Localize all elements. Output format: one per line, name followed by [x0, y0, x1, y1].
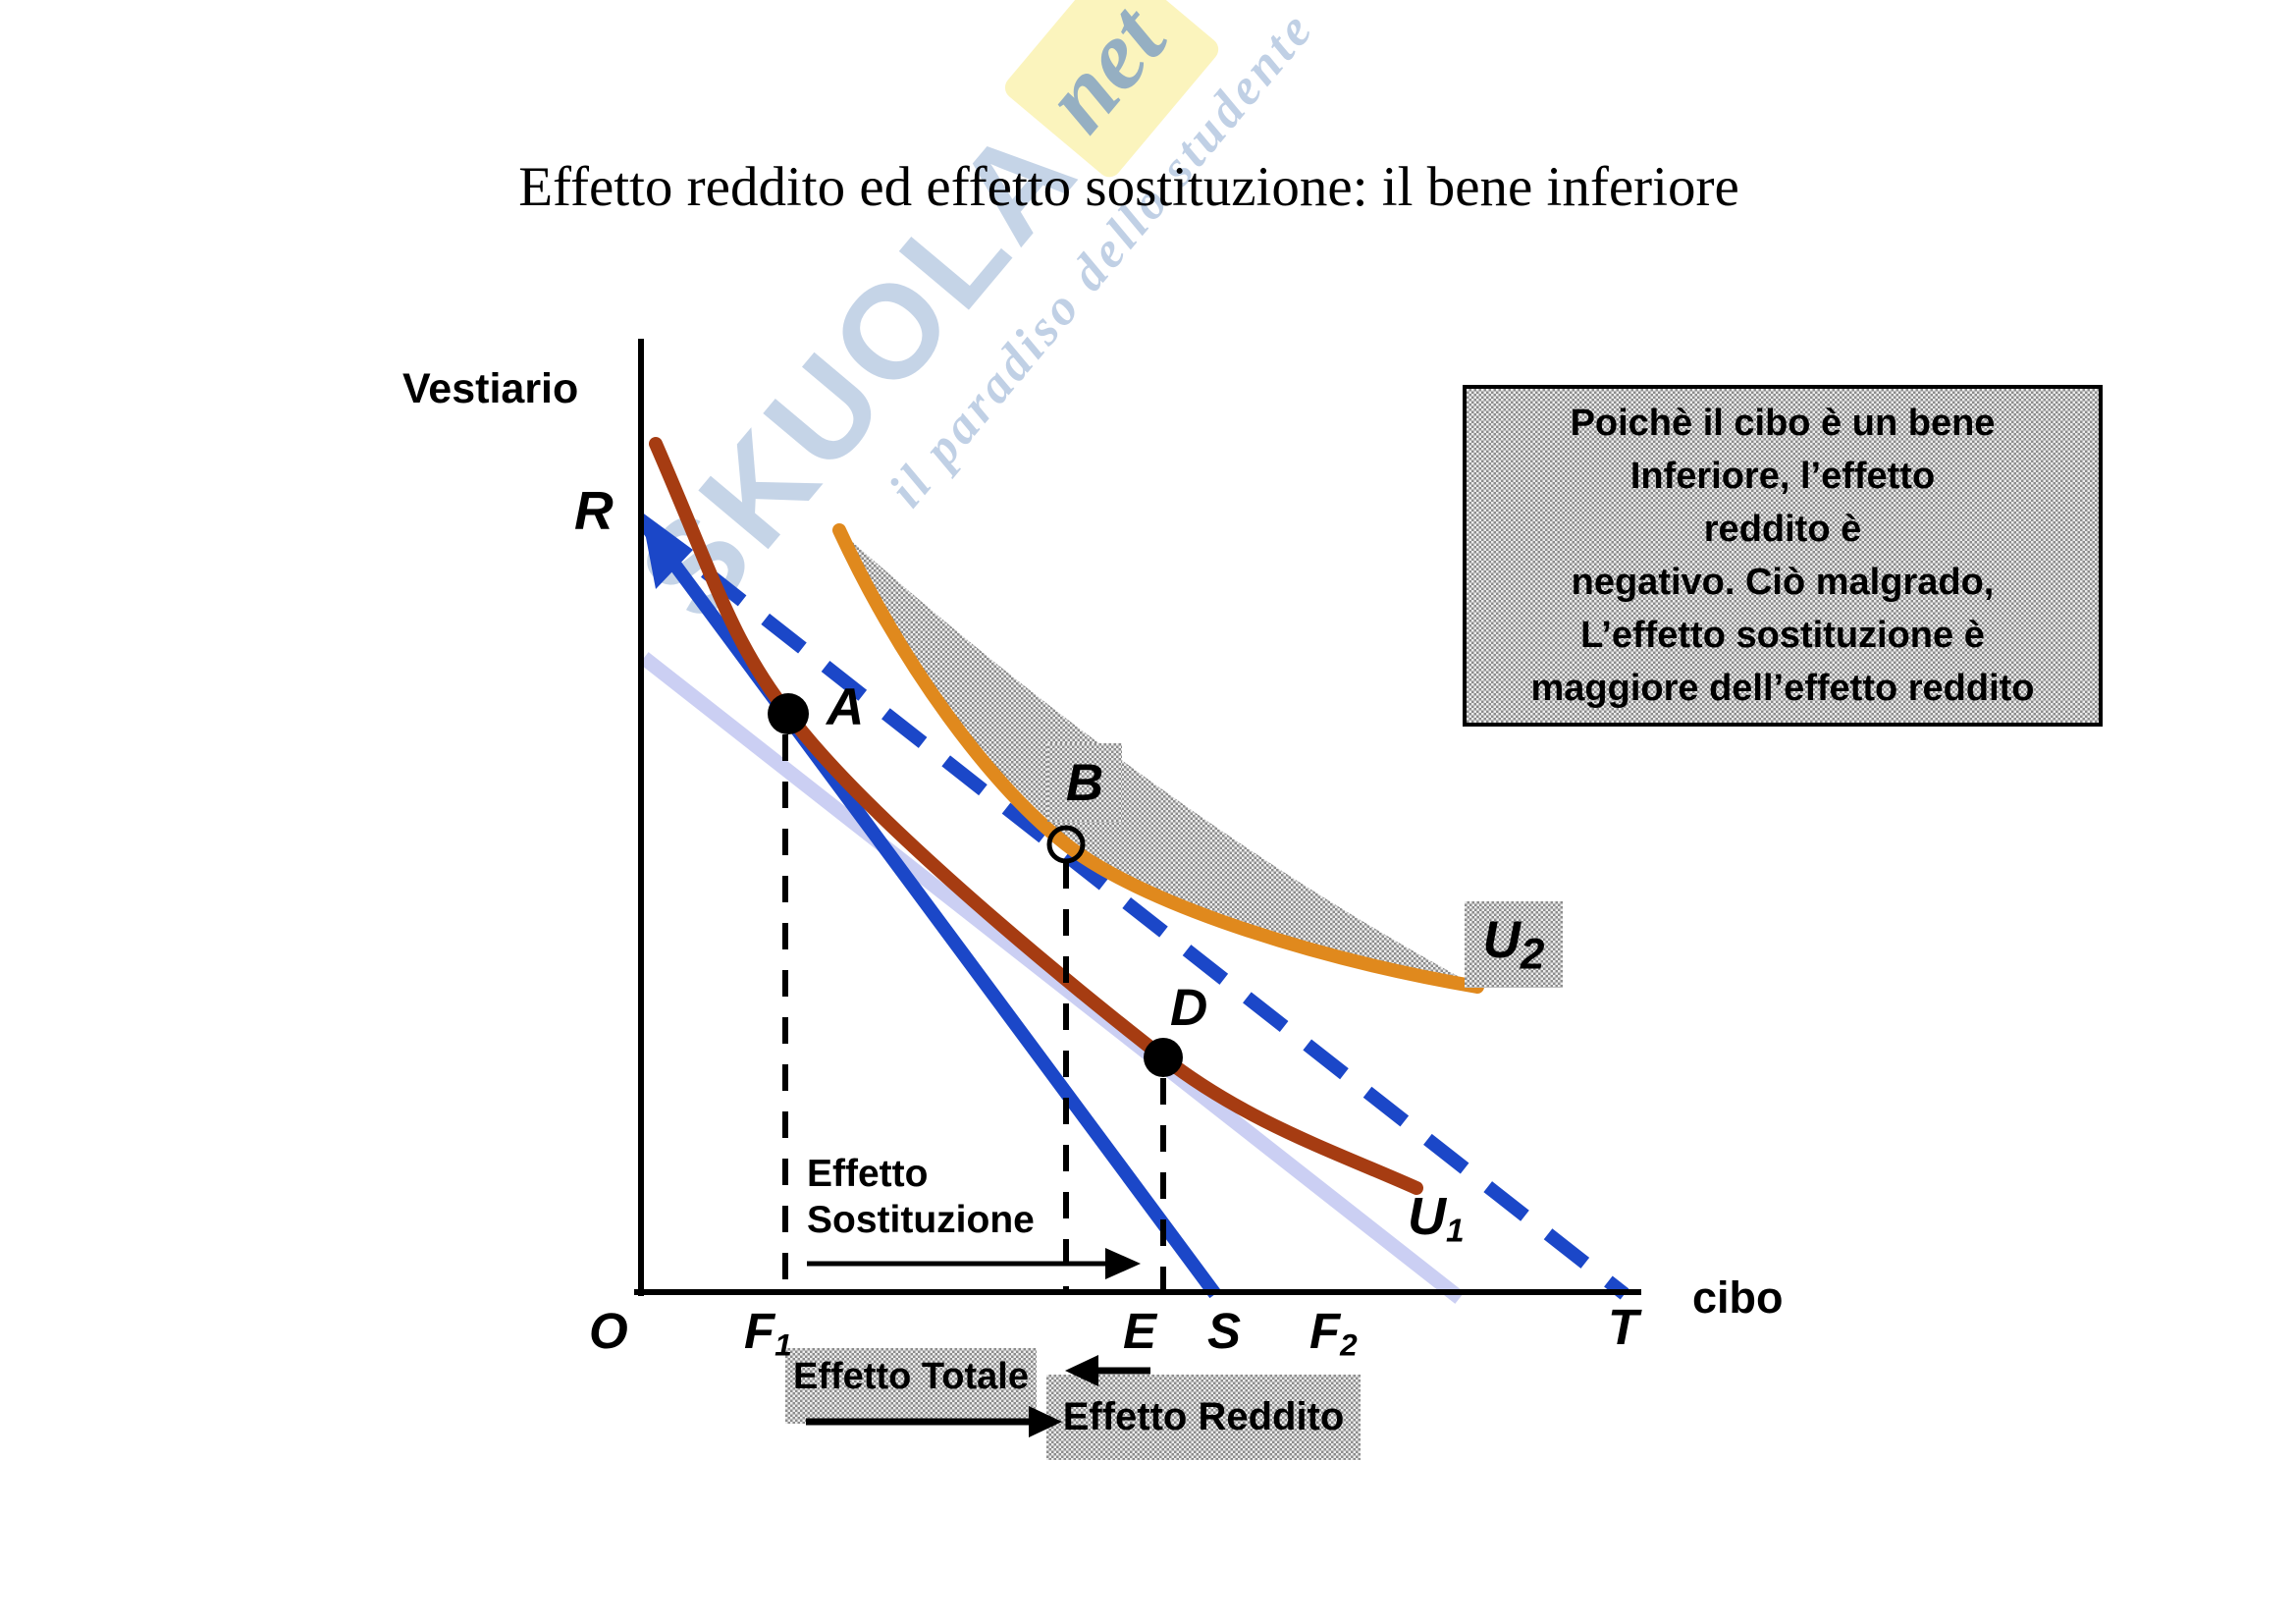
point-label-B-box: B — [1047, 743, 1122, 822]
point-label-A: A — [827, 678, 865, 736]
point-label-R: R — [574, 480, 614, 541]
tick-label-F1-sub: 1 — [774, 1326, 792, 1363]
point-A-marker — [768, 693, 809, 734]
y-axis-label: Vestiario — [402, 365, 579, 412]
total-effect-box: Effetto Totale — [785, 1348, 1037, 1424]
tick-label-F1-main: F — [744, 1303, 775, 1359]
total-effect-arrow-head — [1029, 1406, 1062, 1437]
income-effect-box: Effetto Reddito — [1046, 1375, 1361, 1460]
curve-label-U2-sub: 2 — [1520, 930, 1545, 979]
tick-label-S: S — [1207, 1303, 1242, 1359]
note-line: Poichè il cibo è un bene — [1570, 403, 1996, 444]
point-label-D: D — [1170, 979, 1208, 1037]
note-box: Poichè il cibo è un bene Inferiore, l’ef… — [1463, 385, 2103, 727]
substitution-effect-line2: Sostituzione — [807, 1199, 1035, 1241]
point-label-B: B — [1065, 753, 1104, 812]
curve-label-U1: U1 — [1408, 1186, 1465, 1251]
curve-label-U1-sub: 1 — [1446, 1213, 1465, 1250]
point-B-marker — [1046, 825, 1086, 864]
indifference-curve-u2 — [832, 523, 1484, 994]
note-line: maggiore dell’effetto reddito — [1530, 668, 2035, 709]
indifference-curve-u1 — [649, 437, 1423, 1195]
substitution-arrow-head — [1105, 1248, 1141, 1279]
tick-label-F2-sub: 2 — [1340, 1326, 1358, 1363]
x-axis-label: cibo — [1692, 1272, 1784, 1323]
tick-label-F1: F1 — [744, 1302, 792, 1363]
income-effect-arrow-head — [1065, 1355, 1098, 1386]
curve-label-U2-box: U2 — [1465, 901, 1563, 988]
tick-label-F2-main: F — [1309, 1303, 1341, 1359]
note-line: L’effetto sostituzione è — [1580, 615, 1985, 656]
note-line: negativo. Ciò malgrado, — [1571, 562, 1995, 603]
origin-label: O — [589, 1303, 628, 1359]
income-effect-label: Effetto Reddito — [1062, 1395, 1345, 1438]
curve-label-U2: U2 — [1483, 910, 1545, 980]
compensated-budget-line — [639, 652, 1465, 1304]
tick-label-F2: F2 — [1309, 1302, 1358, 1363]
note-line: Inferiore, l’effetto — [1629, 456, 1936, 497]
new-budget-line-RT — [640, 518, 1629, 1300]
point-D-marker — [1144, 1038, 1183, 1077]
substitution-effect-label: Effetto Sostituzione — [807, 1151, 1035, 1243]
budget-line-arrowhead — [641, 512, 693, 589]
total-effect-label: Effetto Totale — [793, 1356, 1029, 1397]
curve-label-U2-main: U — [1482, 910, 1521, 969]
tick-label-E: E — [1123, 1303, 1157, 1359]
tick-label-T: T — [1608, 1299, 1639, 1355]
slide-title: Effetto reddito ed effetto sostituzione:… — [518, 156, 1739, 218]
note-line: reddito è — [1703, 509, 1862, 550]
substitution-effect-line1: Effetto — [807, 1153, 929, 1195]
curve-label-U1-main: U — [1408, 1187, 1446, 1246]
